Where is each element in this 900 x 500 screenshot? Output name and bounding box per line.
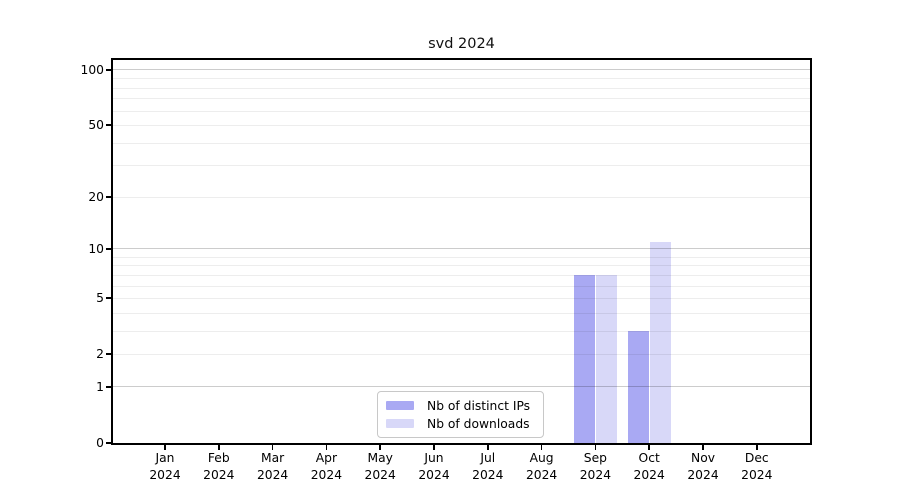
legend: Nb of distinct IPs Nb of downloads [377, 391, 544, 438]
x-tick-mark [756, 445, 758, 450]
y-tick-label: 2 [96, 347, 104, 362]
x-tick-year: 2024 [472, 467, 504, 482]
y-tick-mark [106, 69, 111, 71]
gridline-minor [113, 142, 810, 144]
x-tick-year: 2024 [256, 467, 289, 482]
x-tick-year: 2024 [418, 467, 450, 482]
x-tick-label: May 2024 [348, 450, 412, 483]
legend-row-distinct-ips: Nb of distinct IPs [386, 399, 543, 413]
gridline-minor [113, 330, 810, 332]
x-tick-mark [487, 445, 489, 450]
gridline-minor [113, 265, 810, 267]
legend-label-downloads: Nb of downloads [427, 416, 530, 431]
y-tick-mark [106, 297, 111, 299]
gridline-minor [113, 256, 810, 258]
x-tick-label: Jan 2024 [133, 450, 197, 483]
gridline-minor [113, 125, 810, 127]
gridline-minor [113, 110, 810, 112]
bar-sep-nb-of-distinct-ips [573, 274, 595, 443]
y-tick-label: 50 [88, 118, 104, 133]
x-tick-mark [218, 445, 220, 450]
y-tick-label: 10 [88, 242, 104, 257]
gridline-minor [113, 298, 810, 300]
x-tick-year: 2024 [579, 467, 612, 482]
x-tick-year: 2024 [633, 467, 665, 482]
x-tick-label: Mar 2024 [241, 450, 305, 483]
x-tick-year: 2024 [364, 467, 396, 482]
x-tick-label: Sep 2024 [563, 450, 627, 483]
x-tick-mark [594, 445, 597, 450]
legend-swatch-distinct-ips [386, 400, 414, 411]
y-tick-mark [106, 124, 111, 126]
bar-oct-nb-of-downloads [649, 242, 671, 443]
x-tick-mark [648, 445, 650, 450]
x-tick-year: 2024 [149, 467, 181, 482]
y-tick-label: 100 [80, 62, 104, 77]
x-tick-year: 2024 [741, 467, 773, 482]
legend-label-distinct-ips: Nb of distinct IPs [427, 398, 531, 413]
gridline-minor [113, 285, 810, 287]
x-tick-mark [702, 445, 704, 450]
y-tick-label: 1 [96, 379, 104, 394]
legend-swatch-downloads [386, 418, 414, 429]
gridline-major [113, 386, 810, 388]
x-tick-year: 2024 [525, 467, 558, 482]
gridline-minor [113, 354, 810, 356]
gridline-minor [113, 312, 810, 314]
legend-row-downloads: Nb of downloads [386, 417, 543, 431]
x-tick-mark [325, 445, 328, 450]
gridline-minor [113, 78, 810, 80]
x-tick-label: Jul 2024 [456, 450, 520, 483]
x-tick-label: Dec 2024 [725, 450, 789, 483]
x-tick-label: Feb 2024 [187, 450, 251, 483]
x-tick-label: Nov 2024 [671, 450, 735, 483]
gridline-minor [113, 274, 810, 276]
gridline-minor [113, 165, 810, 167]
y-tick-mark [106, 196, 111, 198]
x-tick-year: 2024 [310, 467, 343, 482]
x-tick-mark [540, 445, 543, 450]
x-tick-mark [379, 445, 381, 450]
plot-area [111, 58, 812, 445]
x-tick-mark [433, 445, 435, 450]
bar-oct-nb-of-distinct-ips [627, 330, 649, 443]
gridline-minor [113, 87, 810, 89]
y-tick-mark [106, 248, 111, 250]
y-tick-mark [106, 386, 111, 388]
y-tick-mark [106, 353, 111, 355]
y-tick-label: 20 [88, 189, 104, 204]
bar-sep-nb-of-downloads [595, 274, 617, 443]
chart-title: svd 2024 [428, 36, 495, 52]
gridline-minor [113, 98, 810, 100]
gridline-minor [113, 196, 810, 198]
x-tick-mark [271, 445, 274, 450]
y-tick-label: 0 [96, 436, 104, 450]
y-tick-mark [106, 442, 111, 444]
x-tick-label: Apr 2024 [294, 450, 358, 483]
gridline-major [113, 69, 810, 71]
x-tick-year: 2024 [203, 467, 235, 482]
x-tick-year: 2024 [687, 467, 719, 482]
x-tick-label: Jun 2024 [402, 450, 466, 483]
x-tick-label: Oct 2024 [617, 450, 681, 483]
x-tick-label: Aug 2024 [510, 450, 574, 483]
gridline-major [113, 248, 810, 250]
x-tick-mark [164, 445, 166, 450]
y-tick-label: 5 [96, 291, 104, 306]
